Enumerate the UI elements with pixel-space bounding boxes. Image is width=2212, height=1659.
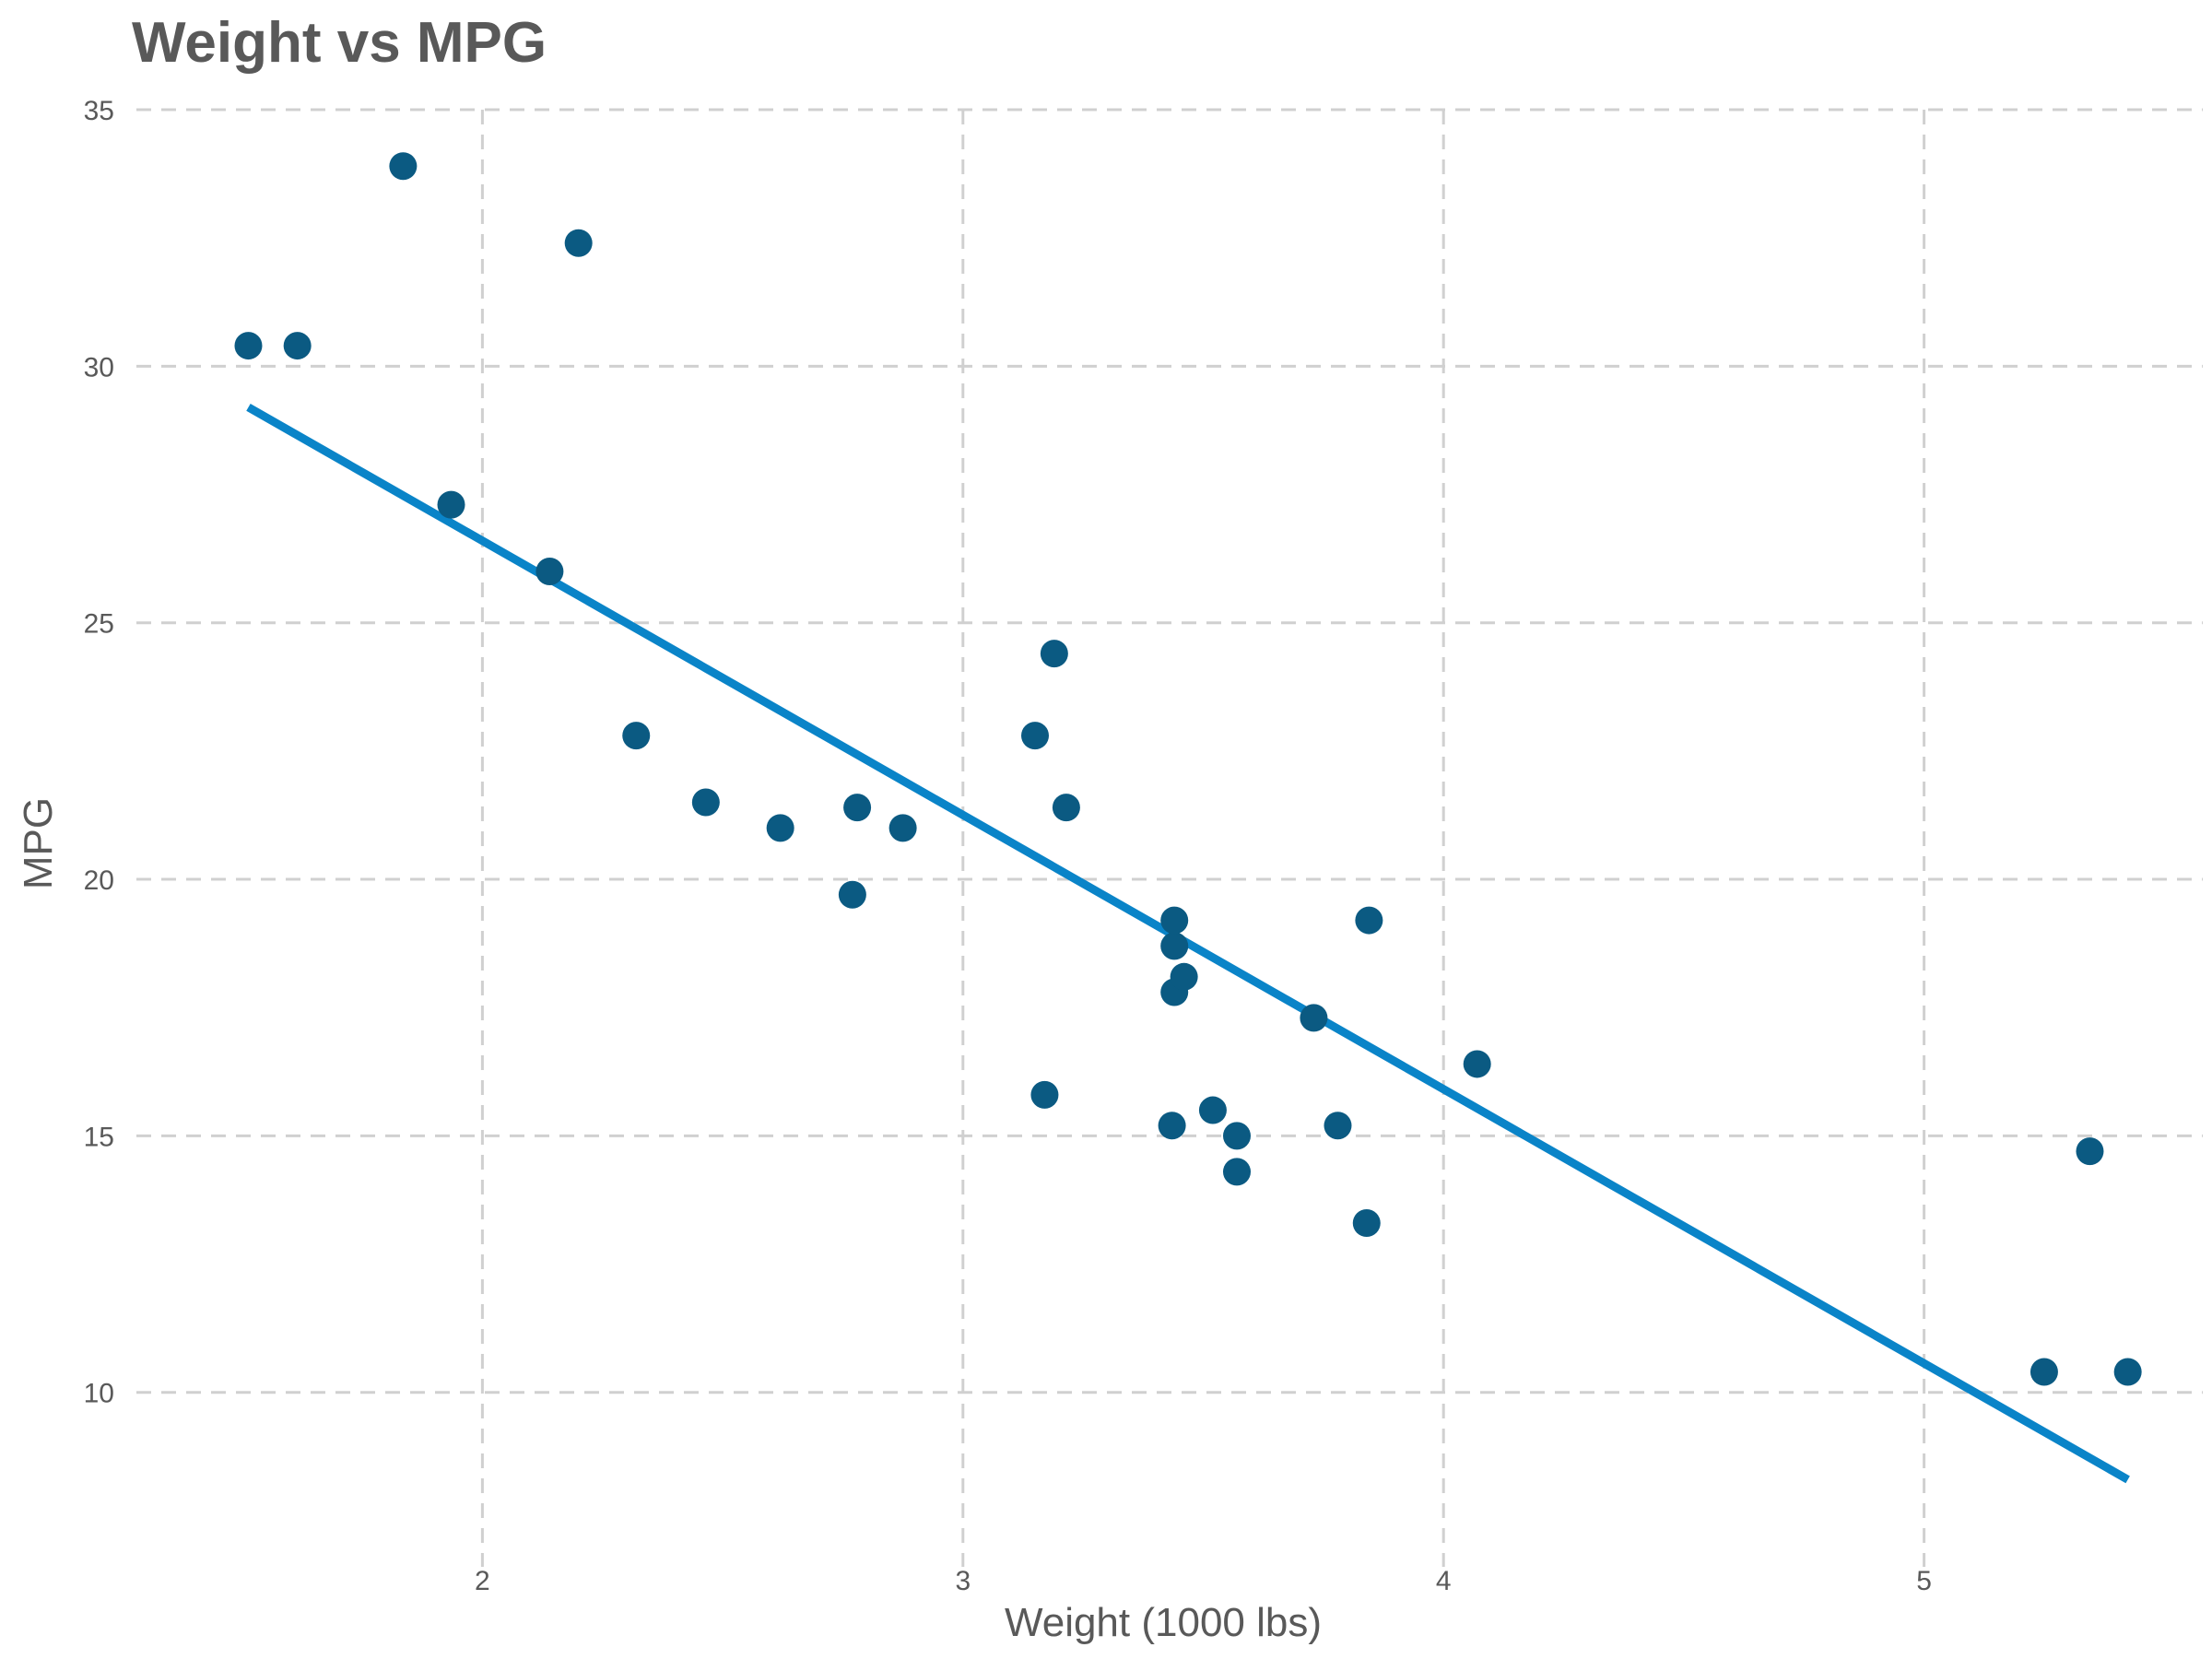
chart-title: Weight vs MPG [132,11,547,75]
x-tick-label: 5 [1916,1566,1932,1596]
data-point [1463,1050,1491,1078]
data-point [766,814,794,842]
x-tick-label: 4 [1436,1566,1452,1596]
data-point [437,490,465,519]
data-point [1040,640,1068,668]
x-tick-label: 3 [955,1566,971,1596]
data-point [2076,1137,2104,1166]
data-point [1160,906,1189,935]
data-point [1300,1004,1328,1032]
data-point [1352,1209,1381,1238]
data-point [283,332,312,360]
y-axis-label: MPG [16,797,61,889]
data-point [1198,1096,1227,1124]
x-axis-ticks: 2 3 4 5 [475,1566,1932,1596]
data-points [234,152,2142,1386]
data-point [1158,1112,1186,1140]
data-point [838,880,866,909]
data-point [564,229,593,257]
data-point [1324,1112,1352,1140]
trend-line [246,403,2130,1484]
data-point [1355,906,1383,935]
trend-line-group [246,403,2130,1484]
y-tick-label: 10 [84,1379,114,1409]
data-point [843,794,872,822]
data-point [2030,1358,2058,1386]
data-point [535,558,564,586]
data-point [1030,1080,1059,1109]
y-tick-label: 20 [84,865,114,896]
data-point [1052,794,1080,822]
x-axis-label: Weight (1000 lbs) [1005,1600,1322,1645]
data-point [389,152,418,181]
data-point [1170,962,1198,991]
data-point [2113,1358,2142,1386]
data-point [234,332,263,360]
data-point [1222,1122,1251,1150]
y-tick-label: 30 [84,352,114,382]
y-axis-ticks: 10 15 20 25 30 35 [84,96,114,1409]
y-tick-label: 35 [84,96,114,126]
x-tick-label: 2 [475,1566,490,1596]
data-point [691,788,720,817]
y-tick-label: 15 [84,1122,114,1152]
data-point [1222,1158,1251,1186]
data-point [888,814,917,842]
data-point [622,722,651,750]
data-point [1021,722,1050,750]
data-point [1160,932,1189,960]
y-tick-label: 25 [84,609,114,640]
